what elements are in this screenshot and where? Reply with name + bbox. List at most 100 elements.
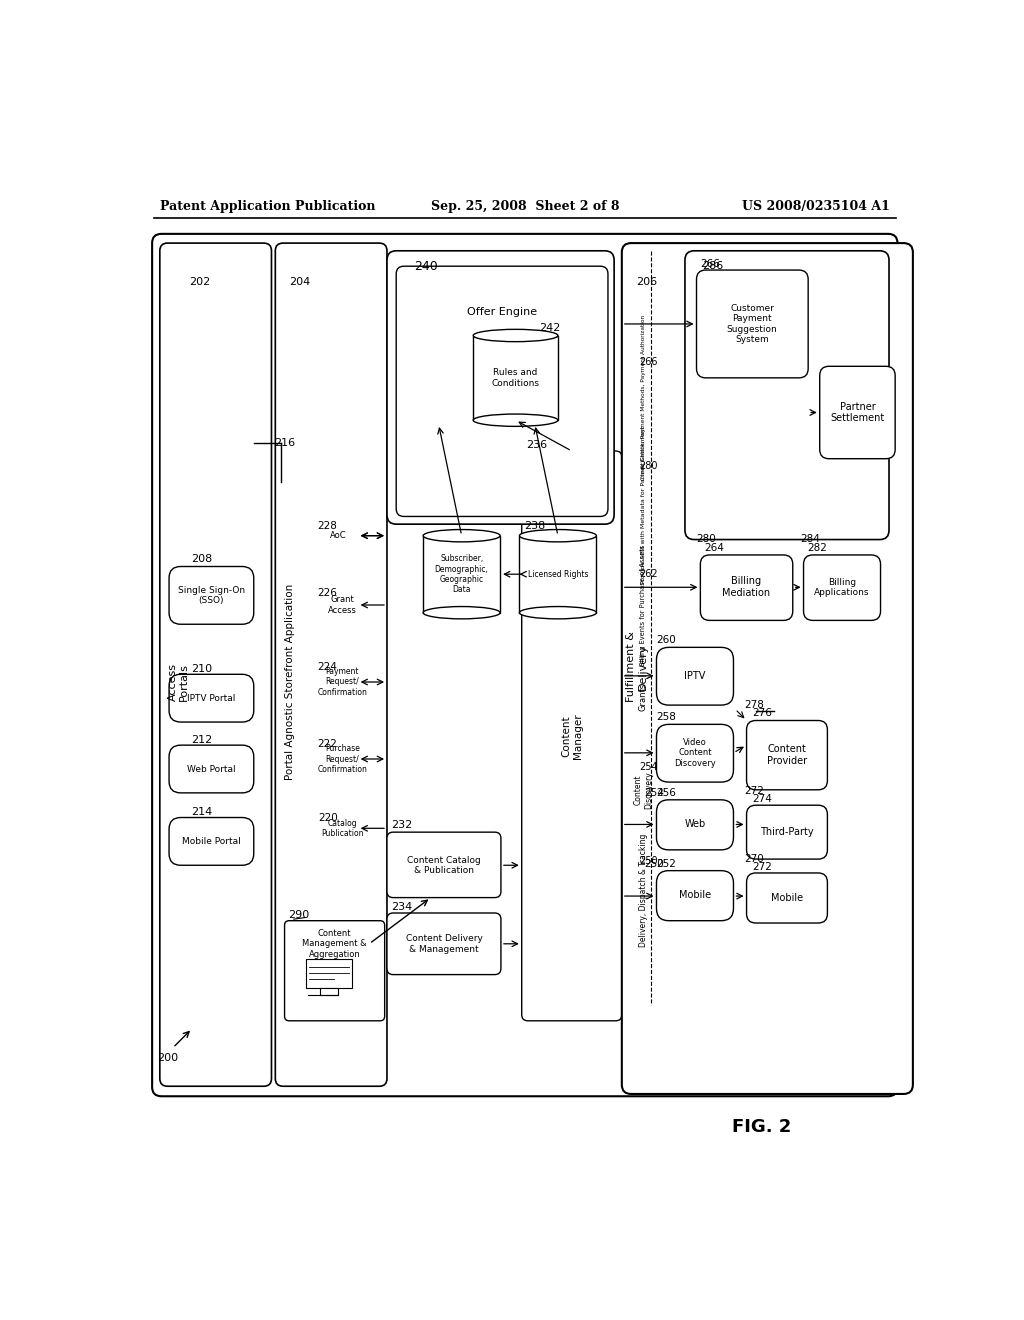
Text: Web: Web (684, 820, 706, 829)
FancyBboxPatch shape (700, 554, 793, 620)
FancyBboxPatch shape (160, 243, 271, 1086)
Text: Single Sign-On
(SSO): Single Sign-On (SSO) (178, 586, 245, 606)
Text: Content
Manager: Content Manager (561, 713, 583, 759)
Text: 260: 260 (655, 635, 676, 645)
Text: Fulfillment &
Delivery: Fulfillment & Delivery (627, 631, 648, 702)
Text: 254: 254 (639, 762, 658, 772)
FancyBboxPatch shape (746, 873, 827, 923)
Text: Subscriber,
Demographic,
Geographic
Data: Subscriber, Demographic, Geographic Data (435, 554, 488, 594)
Text: Content
Management &
Aggregation: Content Management & Aggregation (302, 929, 367, 958)
FancyBboxPatch shape (804, 554, 881, 620)
FancyBboxPatch shape (746, 805, 827, 859)
Text: FIG. 2: FIG. 2 (732, 1118, 792, 1137)
Text: 228: 228 (317, 521, 337, 532)
Text: 240: 240 (414, 260, 437, 273)
Text: 254: 254 (644, 788, 665, 797)
Text: Patent Application Publication: Patent Application Publication (160, 199, 376, 213)
Bar (319, 989, 339, 995)
Text: 266: 266 (700, 259, 720, 269)
Bar (473, 335, 558, 420)
Text: Catalog
Publication: Catalog Publication (322, 818, 364, 838)
FancyBboxPatch shape (819, 367, 895, 459)
Text: Web Portal: Web Portal (187, 764, 236, 774)
Text: 222: 222 (317, 739, 338, 748)
Text: 256: 256 (655, 788, 676, 797)
Text: 286: 286 (701, 261, 723, 271)
Text: Video
Content
Discovery: Video Content Discovery (674, 738, 716, 768)
Text: Content Delivery
& Management: Content Delivery & Management (406, 935, 482, 953)
Text: AoC: AoC (330, 531, 347, 540)
FancyBboxPatch shape (521, 451, 622, 1020)
FancyBboxPatch shape (746, 721, 827, 789)
Text: 202: 202 (189, 277, 211, 286)
Text: 208: 208 (190, 554, 212, 564)
Text: Partner
Settlement: Partner Settlement (830, 401, 885, 424)
Text: 280: 280 (696, 533, 717, 544)
FancyBboxPatch shape (169, 744, 254, 793)
Text: 242: 242 (539, 323, 560, 333)
Text: Mobile: Mobile (770, 892, 803, 903)
Text: Customer
Payment
Suggestion
System: Customer Payment Suggestion System (727, 304, 777, 345)
Text: Payment
Request/
Confirmation: Payment Request/ Confirmation (317, 667, 368, 697)
Text: 234: 234 (391, 902, 413, 912)
Text: Credit Check, Payment Methods, Payment Authorization: Credit Check, Payment Methods, Payment A… (641, 314, 646, 479)
Text: 270: 270 (744, 854, 764, 865)
Text: 204: 204 (290, 277, 310, 286)
Text: 274: 274 (752, 795, 772, 804)
Text: 278: 278 (744, 700, 764, 710)
FancyBboxPatch shape (387, 913, 501, 974)
Ellipse shape (473, 414, 558, 426)
Text: 272: 272 (744, 787, 764, 796)
Text: Content
Discovery: Content Discovery (634, 771, 653, 809)
Ellipse shape (519, 607, 596, 619)
FancyBboxPatch shape (396, 267, 608, 516)
Text: IPTV Portal: IPTV Portal (187, 694, 236, 702)
FancyBboxPatch shape (656, 647, 733, 705)
Text: 200: 200 (157, 1053, 178, 1063)
Text: Billing Events for Purchase of Assets: Billing Events for Purchase of Assets (640, 544, 646, 665)
Text: US 2008/0235104 A1: US 2008/0235104 A1 (742, 199, 890, 213)
FancyBboxPatch shape (656, 725, 733, 781)
Text: Content
Provider: Content Provider (767, 744, 807, 766)
Bar (519, 536, 596, 612)
Text: 214: 214 (190, 807, 212, 817)
Text: 262: 262 (639, 569, 658, 579)
Text: Licensed Rights: Licensed Rights (527, 570, 588, 578)
Text: 284: 284 (800, 533, 819, 544)
FancyBboxPatch shape (685, 251, 889, 540)
Text: Mobile: Mobile (679, 890, 711, 900)
FancyBboxPatch shape (696, 271, 808, 378)
Text: Content Catalog
& Publication: Content Catalog & Publication (408, 855, 481, 875)
Text: 264: 264 (705, 543, 724, 553)
Text: Offer Engine: Offer Engine (467, 308, 538, 317)
Text: 280: 280 (640, 462, 658, 471)
Ellipse shape (423, 607, 500, 619)
FancyBboxPatch shape (275, 243, 387, 1086)
Text: Portal Agnostic Storefront Application: Portal Agnostic Storefront Application (285, 583, 295, 780)
Ellipse shape (519, 529, 596, 543)
Ellipse shape (473, 330, 558, 342)
Ellipse shape (423, 529, 500, 543)
Text: Grants: Grants (639, 684, 648, 711)
Text: 212: 212 (190, 735, 212, 744)
Bar (306, 960, 352, 989)
FancyBboxPatch shape (656, 871, 733, 921)
Text: IPTV: IPTV (684, 671, 706, 681)
Text: Purchase
Request/
Confirmation: Purchase Request/ Confirmation (317, 744, 368, 774)
Text: 238: 238 (524, 521, 546, 532)
Text: 216: 216 (274, 438, 295, 449)
Text: 276: 276 (752, 708, 772, 718)
Text: 258: 258 (655, 713, 676, 722)
Text: 232: 232 (391, 820, 413, 830)
Text: 252: 252 (655, 859, 676, 869)
Text: Sep. 25, 2008  Sheet 2 of 8: Sep. 25, 2008 Sheet 2 of 8 (430, 199, 620, 213)
FancyBboxPatch shape (387, 832, 501, 898)
Text: 236: 236 (526, 440, 548, 450)
Text: Grant
Access: Grant Access (328, 595, 356, 615)
Text: 250: 250 (644, 859, 664, 869)
Text: Billing
Applications: Billing Applications (814, 578, 869, 597)
Text: Delivery, Dispatch & Tracking: Delivery, Dispatch & Tracking (639, 833, 648, 946)
FancyBboxPatch shape (169, 675, 254, 722)
Text: Mobile Portal: Mobile Portal (182, 837, 241, 846)
Bar (423, 536, 500, 612)
